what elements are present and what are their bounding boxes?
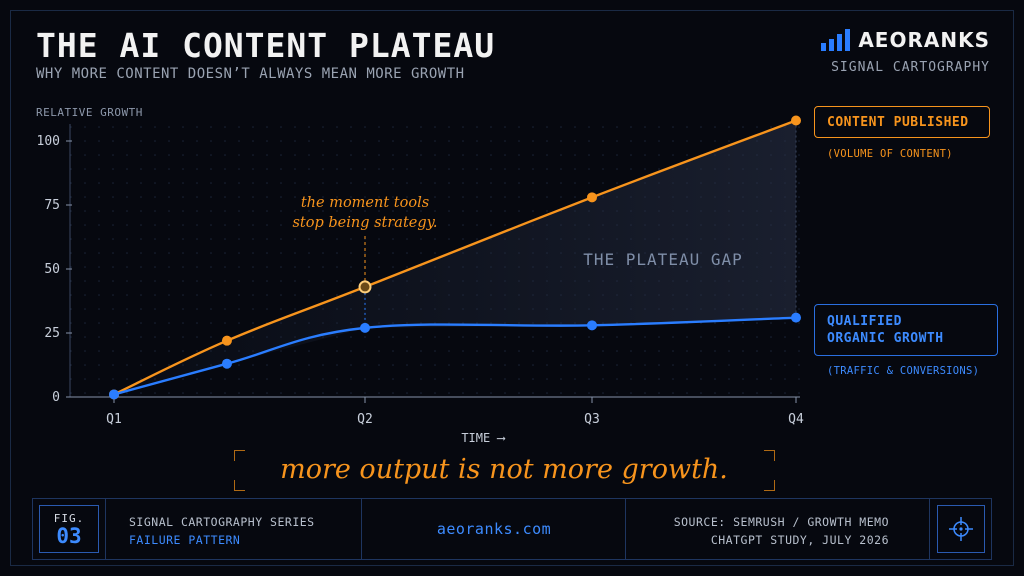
quote-bracket-bl <box>234 480 245 491</box>
x-tick-label: Q4 <box>788 412 804 427</box>
y-tick-label: 0 <box>52 390 60 405</box>
brand-name: AEORANKS <box>858 28 990 52</box>
series-line-content-published <box>113 119 797 396</box>
crosshair-icon <box>937 505 985 553</box>
plateau-gap-label: THE PLATEAU GAP <box>583 250 743 269</box>
footer: FIG. 03 SIGNAL CARTOGRAPHY SERIES FAILUR… <box>32 498 992 560</box>
page-subtitle: WHY MORE CONTENT DOESN’T ALWAYS MEAN MOR… <box>36 66 465 82</box>
quote-bracket-tr <box>764 450 775 461</box>
quote-bracket-br <box>764 480 775 491</box>
data-point-content-published <box>358 280 372 294</box>
data-point-qualified-growth <box>587 320 597 331</box>
quote-bracket-tl <box>234 450 245 461</box>
pull-quote: more output is not more growth. <box>280 453 728 485</box>
site-link[interactable]: aeoranks.com <box>436 520 552 538</box>
legend-content-published-label: CONTENT PUBLISHED <box>827 114 969 130</box>
y-tick-label: 50 <box>44 262 60 277</box>
footer-divider <box>105 499 106 559</box>
annotation-text: stop being strategy. <box>292 215 437 231</box>
data-point-qualified-growth <box>360 322 370 333</box>
data-point-qualified-growth <box>221 358 232 369</box>
footer-divider <box>361 499 362 559</box>
legend-content-published-sub: (VOLUME OF CONTENT) <box>827 148 953 160</box>
series-line-qualified-growth <box>113 316 797 396</box>
data-point-content-published <box>221 335 232 346</box>
y-tick-label: 100 <box>37 134 60 149</box>
series-name: SIGNAL CARTOGRAPHY SERIES <box>129 515 315 529</box>
brand: AEORANKS <box>821 28 990 52</box>
figure-number: 03 <box>56 524 82 548</box>
bar-chart-logo-icon <box>821 29 851 51</box>
figure-label: FIG. <box>53 512 85 525</box>
legend-content-published: CONTENT PUBLISHED <box>814 106 990 138</box>
legend-qualified-growth-line2: ORGANIC GROWTH <box>827 331 944 346</box>
x-axis-label: TIME ⟶ <box>461 431 505 445</box>
legend-qualified-growth-line1: QUALIFIED <box>827 314 902 329</box>
outer-frame <box>10 10 1014 566</box>
data-point-qualified-growth <box>109 389 119 400</box>
page-title: THE AI CONTENT PLATEAU <box>36 26 496 65</box>
footer-divider <box>929 499 930 559</box>
annotation-text: the moment tools <box>301 195 429 211</box>
figure-badge: FIG. 03 <box>39 505 99 553</box>
footer-divider <box>625 499 626 559</box>
legend-qualified-growth: QUALIFIED ORGANIC GROWTH <box>814 304 998 356</box>
source-line-2: CHATGPT STUDY, JULY 2026 <box>710 533 889 547</box>
x-tick-label: Q3 <box>584 412 600 427</box>
data-point-content-published <box>587 192 597 203</box>
x-tick-label: Q1 <box>106 412 122 427</box>
y-tick-label: 75 <box>44 198 60 213</box>
brand-tagline: SIGNAL CARTOGRAPHY <box>831 60 990 75</box>
source-line-1: SOURCE: SEMRUSH / GROWTH MEMO <box>673 515 889 529</box>
data-point-content-published <box>791 115 801 126</box>
data-point-qualified-growth <box>791 312 801 323</box>
x-tick-label: Q2 <box>357 412 373 427</box>
legend-qualified-growth-sub: (TRAFFIC & CONVERSIONS) <box>827 365 980 377</box>
y-axis-label: RELATIVE GROWTH <box>36 106 143 119</box>
series-pattern: FAILURE PATTERN <box>129 533 241 547</box>
y-tick-label: 25 <box>44 326 60 341</box>
plateau-gap-area <box>114 120 796 395</box>
